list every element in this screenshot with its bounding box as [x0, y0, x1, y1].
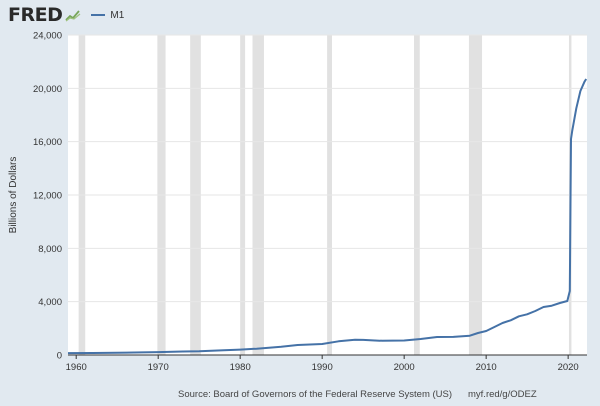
chart-area[interactable]: 0 4,000 8,000 12,000 16,000 20,000 24,000 Billi… — [0, 0, 600, 389]
x-tick-label: 1960 — [66, 362, 87, 373]
legend-swatch — [91, 14, 106, 16]
y-tick-label: 8,000 — [38, 244, 62, 255]
y-tick-label: 24,000 — [33, 31, 62, 42]
chart-header: FRED M1 — [8, 4, 124, 26]
x-tick-label: 1990 — [312, 362, 333, 373]
y-tick-label: 4,000 — [38, 297, 62, 308]
y-tick-label: 0 — [57, 351, 62, 362]
y-axis-title: Billions of Dollars — [8, 157, 19, 234]
y-tick-label: 20,000 — [33, 84, 62, 95]
legend[interactable]: M1 — [91, 10, 124, 21]
x-tick-label: 1980 — [230, 362, 251, 373]
chart-footer: Source: Board of Governors of the Federa… — [0, 389, 600, 403]
short-link[interactable]: myf.red/g/ODEZ — [468, 389, 537, 400]
line-graph-icon — [65, 10, 81, 22]
fred-logo[interactable]: FRED — [8, 4, 63, 26]
x-tick-label: 2010 — [476, 362, 497, 373]
y-tick-label: 16,000 — [33, 137, 62, 148]
source-note: Source: Board of Governors of the Federa… — [178, 389, 453, 400]
x-tick-label: 2020 — [558, 362, 579, 373]
x-tick-label: 1970 — [148, 362, 169, 373]
x-tick-label: 2000 — [394, 362, 415, 373]
y-tick-label: 12,000 — [33, 191, 62, 202]
legend-label: M1 — [110, 9, 125, 21]
series-line-m1 — [67, 78, 588, 355]
